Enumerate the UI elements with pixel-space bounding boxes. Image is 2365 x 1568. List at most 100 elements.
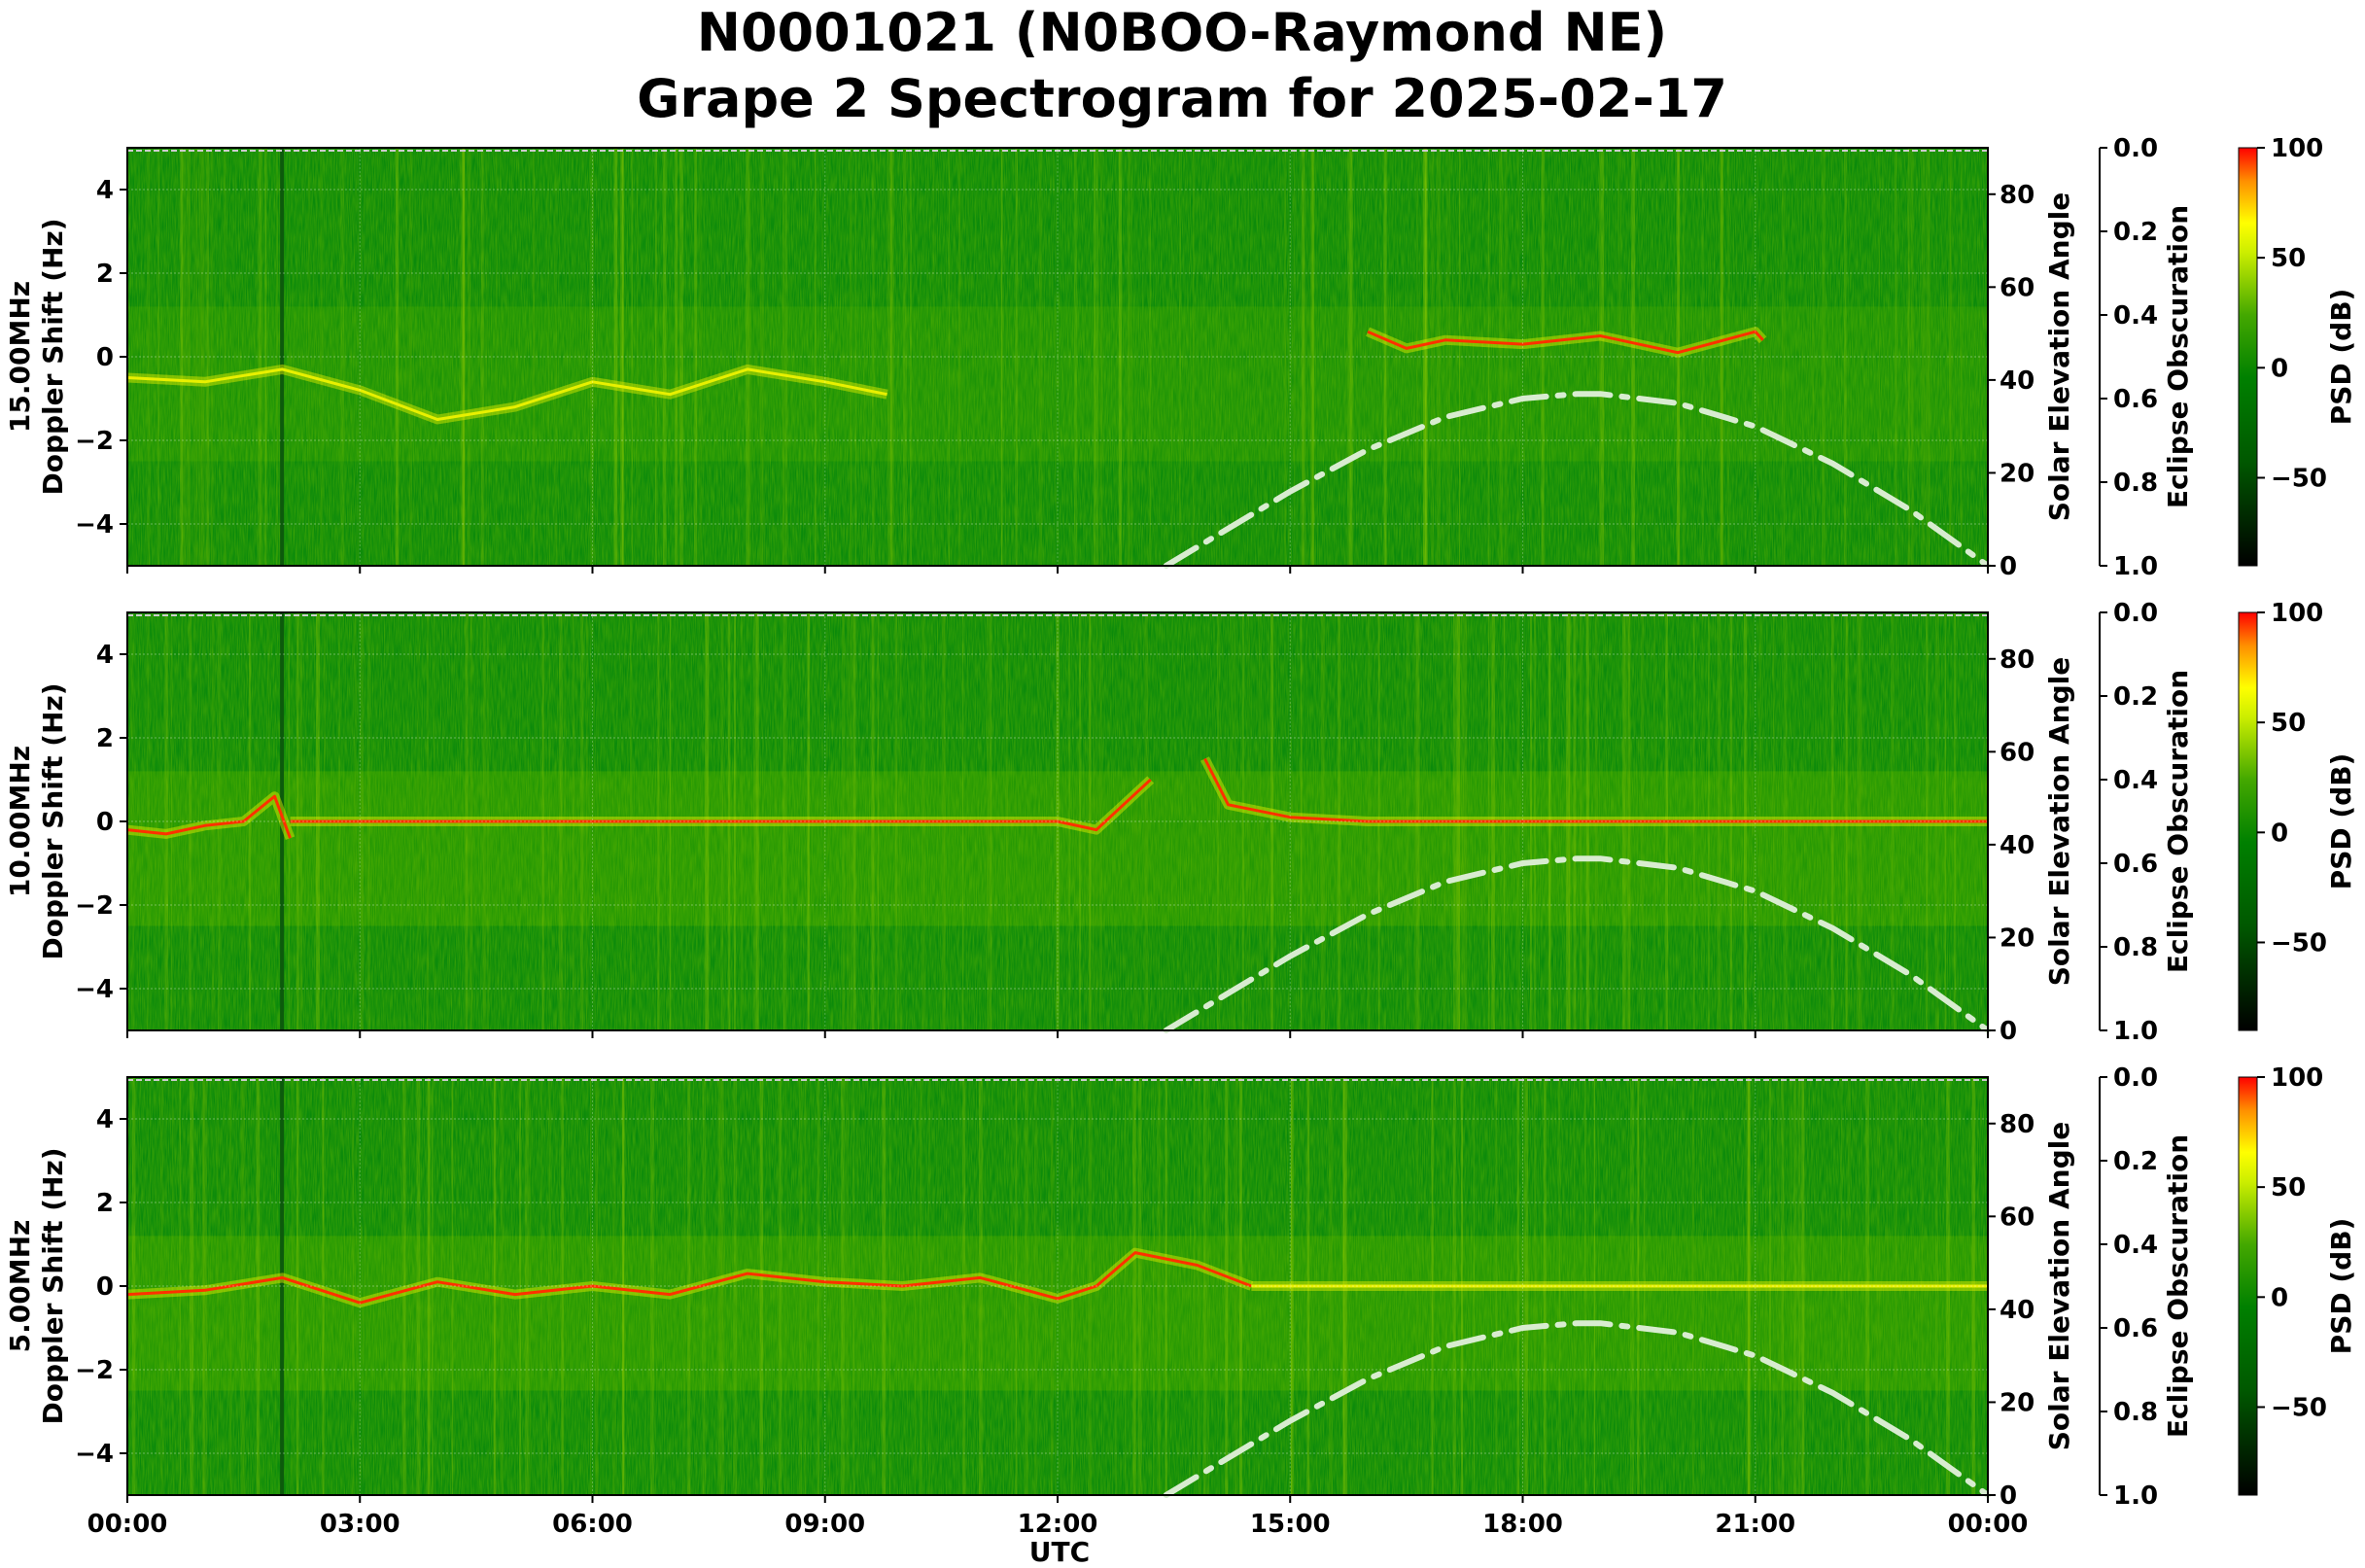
streak — [493, 1077, 496, 1495]
streak — [1170, 148, 1172, 566]
streak — [130, 612, 134, 1030]
streak — [1416, 148, 1418, 566]
solar-tick-label: 20 — [2000, 459, 2035, 488]
streak — [170, 612, 173, 1030]
streak — [920, 1077, 922, 1495]
streak — [1039, 148, 1041, 566]
colorbar-tick-label: 100 — [2271, 134, 2323, 163]
doppler-trace — [126, 794, 292, 839]
streak — [682, 1077, 686, 1495]
streak — [1302, 148, 1305, 566]
y-tick-label: −4 — [75, 510, 114, 540]
streak — [1115, 1077, 1117, 1495]
streak — [746, 148, 749, 566]
streak — [202, 1077, 207, 1495]
streak — [1000, 148, 1003, 566]
figure-title-line1: N0001021 (N0BOO-Raymond NE) — [697, 2, 1667, 63]
streak — [267, 612, 270, 1030]
streak — [815, 148, 817, 566]
streak — [182, 148, 187, 566]
colorbar-tick-label: 50 — [2271, 709, 2306, 738]
x-tick-label: 15:00 — [1250, 1510, 1331, 1539]
streak — [204, 148, 207, 566]
streak — [1179, 148, 1181, 566]
streak — [1194, 1077, 1196, 1495]
streak — [548, 1077, 551, 1495]
streak — [1709, 148, 1711, 566]
eclipse-obscuration-label: Eclipse Obscuration — [2162, 1134, 2194, 1438]
streak — [1312, 148, 1315, 566]
streak — [699, 148, 703, 566]
colorbar-tick-label: 100 — [2271, 1063, 2323, 1093]
streak — [1349, 148, 1353, 566]
streak — [902, 148, 907, 566]
streak — [1093, 612, 1095, 1030]
streak — [613, 148, 618, 566]
solar-elevation-label: Solar Elevation Angle — [2043, 657, 2075, 986]
streak — [1088, 612, 1091, 1030]
streak — [1921, 148, 1926, 566]
streak — [1073, 148, 1078, 566]
streak — [817, 1077, 820, 1495]
streak — [1205, 1077, 1209, 1495]
streak — [320, 148, 324, 566]
streak — [1149, 148, 1152, 566]
streak — [1234, 1077, 1238, 1495]
solar-tick-label: 0 — [2000, 552, 2017, 581]
streak — [1765, 148, 1767, 566]
streak — [1844, 148, 1847, 566]
y-tick-label: 2 — [96, 724, 114, 753]
streak — [519, 1077, 522, 1495]
eclipse-tick-label: 0.0 — [2113, 1063, 2158, 1093]
streak — [1437, 148, 1441, 566]
streak — [1070, 1077, 1073, 1495]
streak — [206, 148, 209, 566]
streak — [932, 148, 935, 566]
y-tick-label: 0 — [96, 808, 114, 837]
streak — [402, 1077, 406, 1495]
streak — [500, 1077, 504, 1495]
x-tick-label: 00:00 — [1948, 1510, 2029, 1539]
streak — [211, 612, 215, 1030]
streak — [782, 148, 785, 566]
streak — [190, 1077, 194, 1495]
streak — [172, 1077, 174, 1495]
streak — [427, 1077, 431, 1495]
streak — [352, 1077, 355, 1495]
streak — [841, 1077, 845, 1495]
solar-tick-label: 20 — [2000, 1388, 2035, 1417]
streak — [1038, 148, 1043, 566]
streak — [460, 148, 462, 566]
streak — [467, 148, 471, 566]
streak — [1516, 148, 1519, 566]
y-tick-label: 4 — [96, 641, 114, 670]
streak — [1383, 148, 1387, 566]
streak — [195, 148, 198, 566]
colorbar-label: PSD (dB) — [2325, 1218, 2357, 1355]
streak — [1445, 148, 1449, 566]
streak — [188, 148, 190, 566]
solar-tick-label: 80 — [2000, 645, 2035, 675]
streak — [462, 148, 466, 566]
streak — [1878, 148, 1880, 566]
x-tick-label: 09:00 — [784, 1510, 865, 1539]
x-tick-label: 06:00 — [552, 1510, 633, 1539]
streak — [612, 1077, 616, 1495]
streak — [1159, 1077, 1161, 1495]
streak — [528, 1077, 532, 1495]
streak — [1129, 148, 1133, 566]
streak — [1132, 1077, 1136, 1495]
streak — [928, 1077, 930, 1495]
streak — [540, 1077, 542, 1495]
streak — [1088, 1077, 1092, 1495]
streak — [1948, 148, 1952, 566]
streak — [863, 148, 865, 566]
streak — [719, 1077, 724, 1495]
streak — [1132, 1077, 1136, 1495]
streak — [395, 148, 400, 566]
streak — [1225, 1077, 1229, 1495]
streak — [408, 148, 412, 566]
streak — [962, 1077, 966, 1495]
colorbar — [2238, 611, 2258, 1031]
eclipse-tick-label: 0.2 — [2113, 1147, 2158, 1176]
